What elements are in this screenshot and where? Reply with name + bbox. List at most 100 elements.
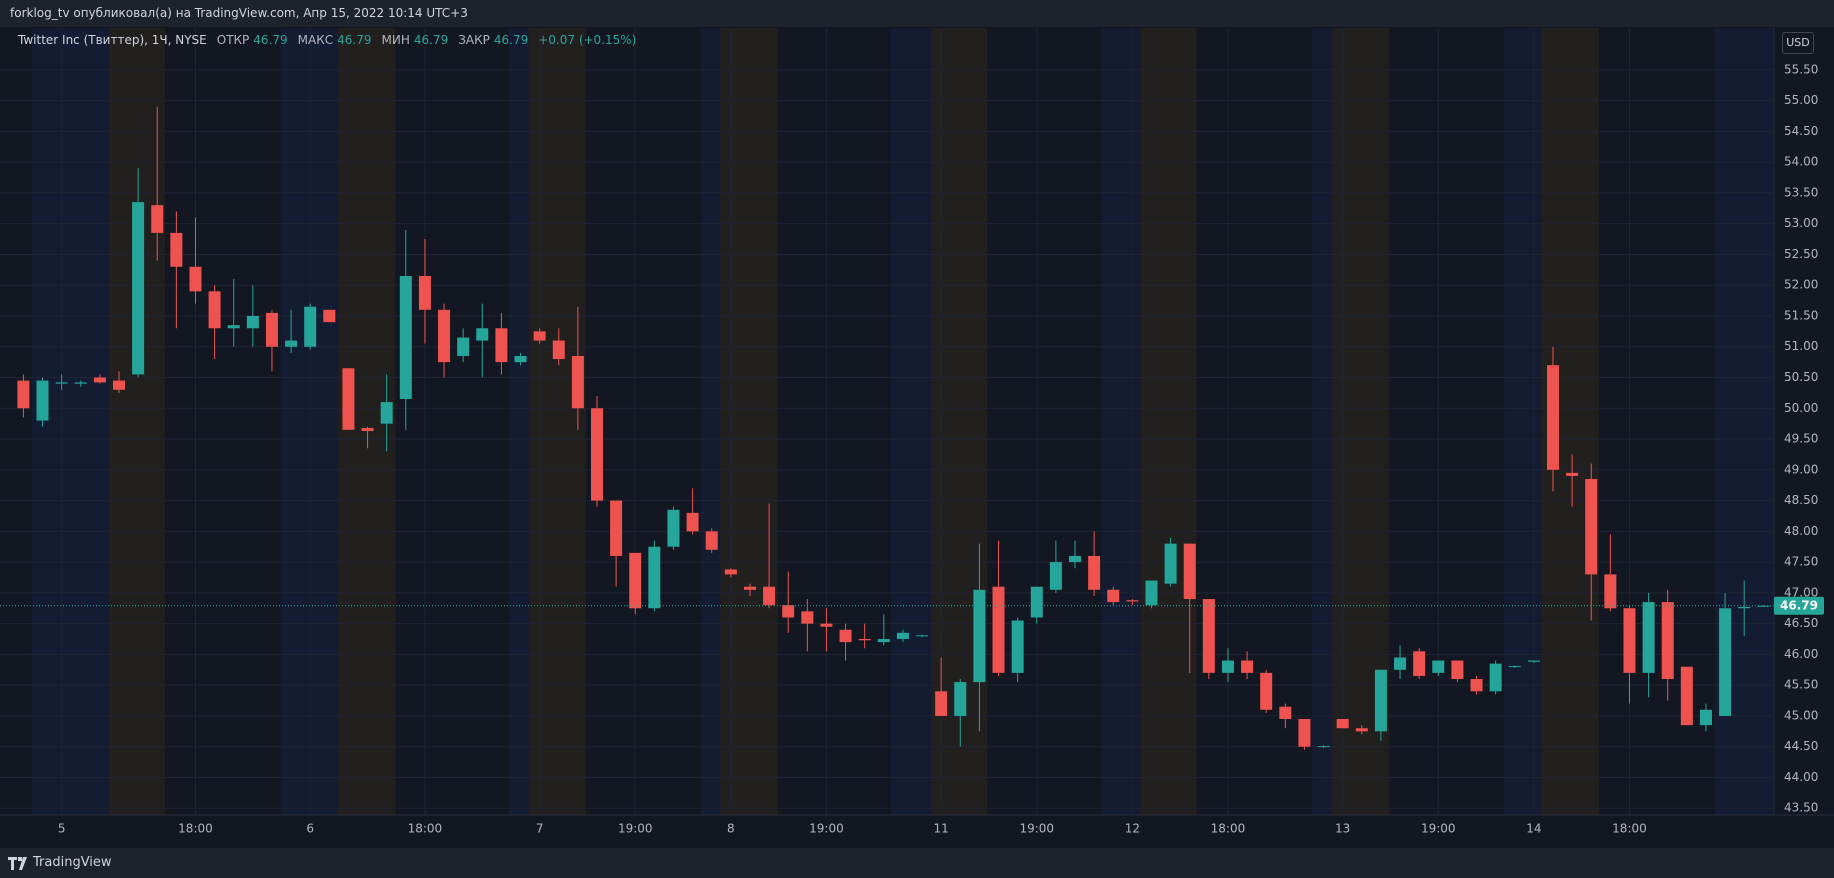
session-band — [700, 28, 721, 815]
logo — [8, 857, 27, 870]
candle-body — [1336, 719, 1349, 729]
candle-body — [1298, 719, 1311, 747]
y-tick-label: 54.50 — [1784, 124, 1818, 138]
candle-body — [1374, 669, 1387, 732]
brand: TradingView — [33, 855, 112, 870]
candle-body — [113, 380, 125, 390]
y-tick-label: 45.50 — [1784, 678, 1818, 692]
candle-body — [17, 380, 30, 409]
y-tick-label: 46.00 — [1784, 647, 1818, 661]
close-value: 46.79 — [493, 33, 529, 47]
candle-body — [724, 569, 737, 575]
y-tick-label: 53.50 — [1784, 185, 1818, 199]
session-band — [891, 28, 932, 815]
candle-body — [667, 509, 680, 547]
x-tick-label: 18:00 — [408, 822, 443, 836]
candle-body — [610, 500, 623, 556]
candle-body — [1527, 660, 1540, 662]
chart: 43.50 44.00 44.50 45.00 45.50 46.00 46.50 47.00… — [0, 28, 1834, 836]
candle-body — [973, 589, 986, 683]
last-price-label: 46.79 — [1780, 598, 1818, 612]
candle-body — [1049, 562, 1062, 590]
candle-body — [820, 623, 833, 627]
candle-body — [380, 402, 393, 424]
x-tick-label: 19:00 — [1421, 822, 1456, 836]
x-tick-label: 8 — [727, 822, 735, 836]
candle-body — [1069, 555, 1081, 563]
candle-body — [1145, 580, 1158, 606]
candle-body — [1680, 666, 1693, 726]
candle-body — [839, 629, 852, 643]
open-label: ОТКР — [216, 33, 250, 47]
candle-body — [801, 611, 814, 624]
change: +0.07 (+0.15%) — [538, 33, 637, 47]
candle-body — [1317, 746, 1330, 748]
x-tick-label: 19:00 — [1019, 822, 1054, 836]
y-tick-label: 51.00 — [1784, 339, 1818, 353]
candle-body — [514, 355, 527, 363]
candle-body — [1394, 657, 1407, 670]
y-tick-label: 47.00 — [1784, 585, 1818, 599]
y-tick-label: 44.50 — [1784, 739, 1818, 753]
candle-body — [227, 325, 240, 329]
y-tick-label: 52.00 — [1784, 278, 1818, 292]
y-tick-label: 49.50 — [1784, 432, 1818, 446]
candle-body — [686, 512, 699, 532]
candle-body — [438, 309, 451, 363]
low-value: 46.79 — [413, 33, 449, 47]
x-tick-label: 5 — [58, 822, 66, 836]
open-value: 46.79 — [253, 33, 288, 47]
candle-body — [265, 312, 278, 347]
candle-body — [1757, 605, 1770, 607]
candle-body — [151, 205, 164, 233]
y-tick-label: 47.50 — [1784, 555, 1818, 569]
candle-body — [591, 408, 603, 501]
candle-body — [132, 202, 145, 375]
candle-body — [1432, 660, 1445, 673]
y-tick-label: 52.50 — [1784, 247, 1818, 261]
candle-body — [74, 382, 87, 384]
y-tick-label: 46.50 — [1784, 616, 1818, 630]
candle-body — [1030, 586, 1043, 618]
candle-body — [1241, 660, 1254, 673]
candle-body — [1279, 706, 1292, 720]
candle-body — [246, 315, 259, 329]
candle-body — [552, 340, 565, 360]
candle-body — [1107, 589, 1120, 603]
candle-body — [648, 546, 661, 609]
candle-body — [495, 328, 508, 363]
x-tick-label: 19:00 — [809, 822, 844, 836]
session-band — [280, 28, 339, 815]
session-band — [1140, 28, 1197, 815]
session-band — [528, 28, 586, 815]
candle-body — [1489, 663, 1502, 692]
x-tick-label: 7 — [536, 822, 544, 836]
session-band — [720, 28, 778, 815]
x-tick-label: 14 — [1526, 822, 1541, 836]
candle-body — [457, 337, 470, 356]
y-tick-label: 50.50 — [1784, 370, 1818, 384]
currency-button[interactable]: USD — [1782, 32, 1814, 54]
x-tick-label: 18:00 — [1612, 822, 1647, 836]
x-tick-label: 13 — [1335, 822, 1350, 836]
candle-body — [1011, 620, 1024, 673]
candle-body — [1738, 607, 1751, 609]
header-text: forklog_tv опубликовал(а) на TradingView… — [10, 6, 468, 20]
candle-body — [1451, 660, 1464, 680]
candle-body — [1623, 608, 1636, 673]
candle-body — [992, 586, 1005, 673]
candle-body — [1164, 543, 1177, 584]
y-tick-label: 51.50 — [1784, 308, 1818, 322]
candle-body — [1719, 608, 1732, 716]
candle-body — [782, 605, 795, 618]
candle-body — [418, 275, 431, 310]
session-band — [508, 28, 529, 815]
y-tick-label: 53.00 — [1784, 216, 1818, 230]
candle-body — [476, 328, 489, 341]
y-tick-label: 43.50 — [1784, 801, 1818, 815]
candle-body — [935, 691, 948, 716]
candle-body — [1260, 672, 1273, 710]
candle-body — [1604, 574, 1617, 609]
candle-body — [763, 586, 776, 606]
